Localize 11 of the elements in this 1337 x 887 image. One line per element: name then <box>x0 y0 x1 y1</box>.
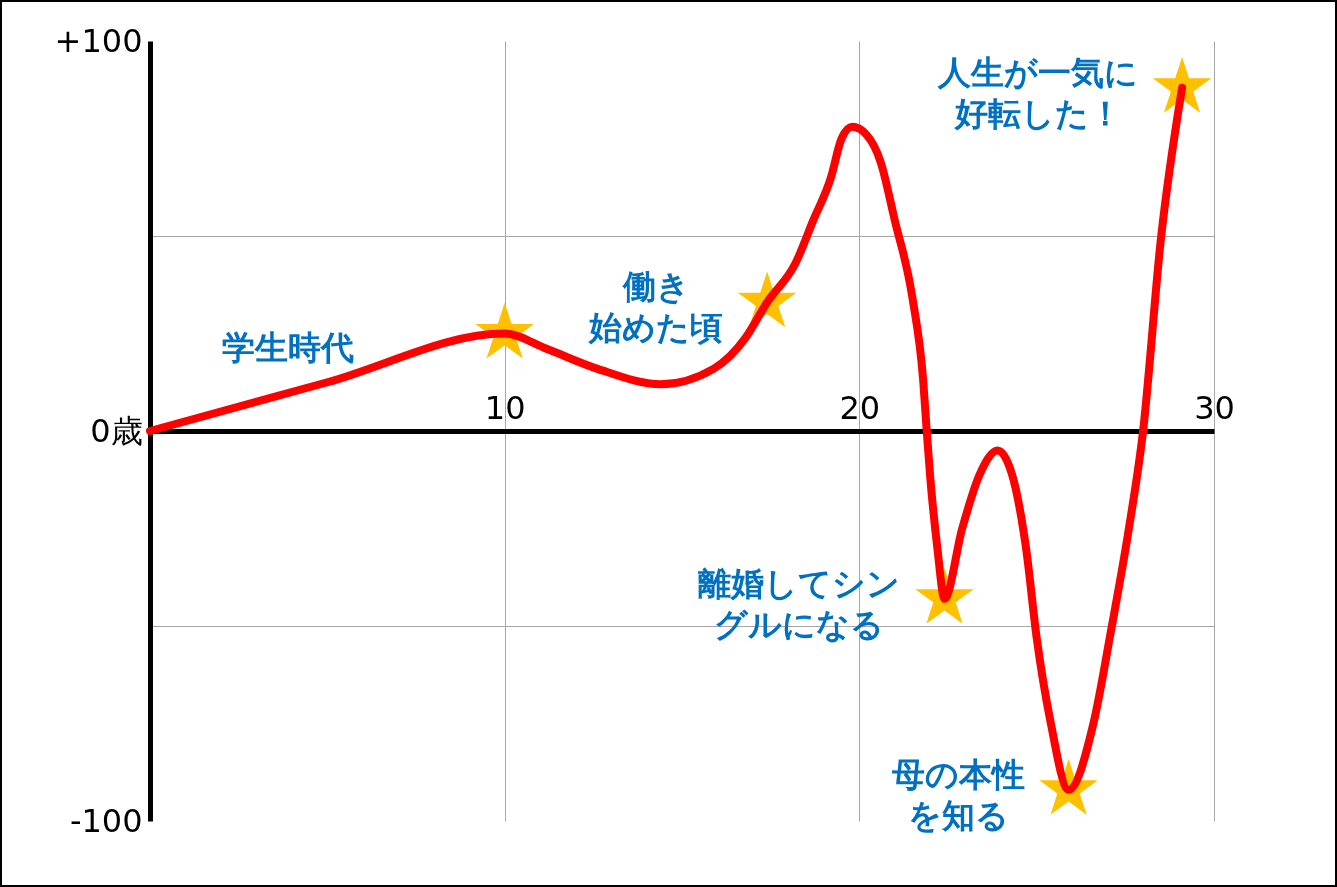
y-tick-label: -100 <box>69 801 143 840</box>
x-tick-label: 30 <box>1194 388 1235 427</box>
x-tick-label: 10 <box>484 388 526 427</box>
annotation: 母の本性を知る <box>890 754 1025 835</box>
annotation: 働き始めた頃 <box>588 267 724 348</box>
y-tick-label: 0歳 <box>90 411 143 450</box>
annotation: 離婚してシングルになる <box>697 563 901 644</box>
annotation: 学生時代 <box>222 327 355 367</box>
x-tick-label: 20 <box>839 388 881 427</box>
y-tick-label: +100 <box>54 21 143 60</box>
annotation: 人生が一気に好転した！ <box>937 52 1139 133</box>
